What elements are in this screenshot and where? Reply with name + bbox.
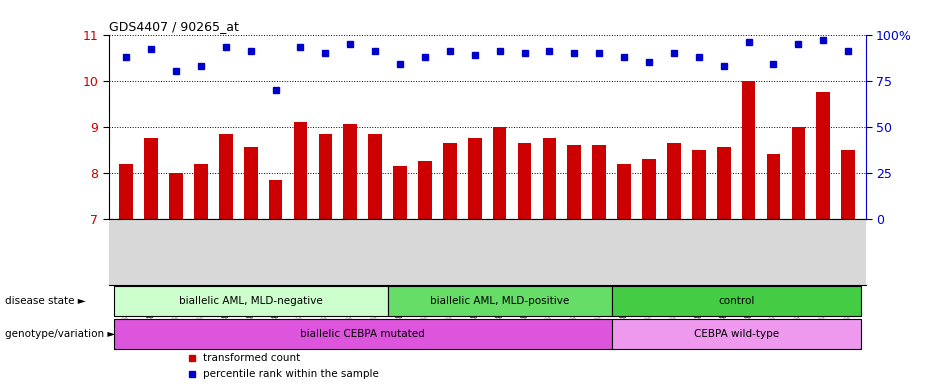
Bar bbox=[244, 147, 257, 219]
Bar bbox=[343, 124, 358, 219]
Bar bbox=[717, 147, 730, 219]
Text: GDS4407 / 90265_at: GDS4407 / 90265_at bbox=[109, 20, 238, 33]
Bar bbox=[592, 145, 606, 219]
Bar bbox=[418, 161, 431, 219]
Bar bbox=[468, 138, 482, 219]
Bar bbox=[841, 150, 855, 219]
Bar bbox=[667, 143, 681, 219]
Text: biallelic AML, MLD-positive: biallelic AML, MLD-positive bbox=[430, 296, 569, 306]
Bar bbox=[119, 164, 133, 219]
Bar bbox=[169, 173, 183, 219]
Bar bbox=[517, 143, 532, 219]
Bar bbox=[543, 138, 556, 219]
Bar bbox=[145, 138, 158, 219]
Bar bbox=[612, 319, 861, 349]
Bar bbox=[319, 134, 332, 219]
Bar bbox=[742, 81, 756, 219]
Bar bbox=[219, 134, 233, 219]
Bar bbox=[194, 164, 208, 219]
Bar bbox=[368, 134, 382, 219]
Text: transformed count: transformed count bbox=[203, 353, 301, 363]
Bar bbox=[612, 286, 861, 316]
Bar bbox=[568, 145, 581, 219]
Bar bbox=[816, 92, 831, 219]
Bar bbox=[618, 164, 631, 219]
Bar bbox=[114, 319, 612, 349]
Bar bbox=[692, 150, 706, 219]
Text: percentile rank within the sample: percentile rank within the sample bbox=[203, 369, 379, 379]
Text: genotype/variation ►: genotype/variation ► bbox=[5, 329, 115, 339]
Text: CEBPA wild-type: CEBPA wild-type bbox=[693, 329, 779, 339]
Text: disease state ►: disease state ► bbox=[5, 296, 85, 306]
Text: biallelic CEBPA mutated: biallelic CEBPA mutated bbox=[300, 329, 425, 339]
Bar bbox=[642, 159, 656, 219]
Bar bbox=[443, 143, 457, 219]
Text: biallelic AML, MLD-negative: biallelic AML, MLD-negative bbox=[179, 296, 323, 306]
Bar bbox=[269, 180, 283, 219]
Bar bbox=[792, 127, 805, 219]
Text: control: control bbox=[718, 296, 754, 306]
Bar bbox=[388, 286, 612, 316]
Bar bbox=[293, 122, 307, 219]
Bar bbox=[493, 127, 506, 219]
Bar bbox=[394, 166, 407, 219]
Bar bbox=[766, 154, 780, 219]
Bar bbox=[114, 286, 388, 316]
